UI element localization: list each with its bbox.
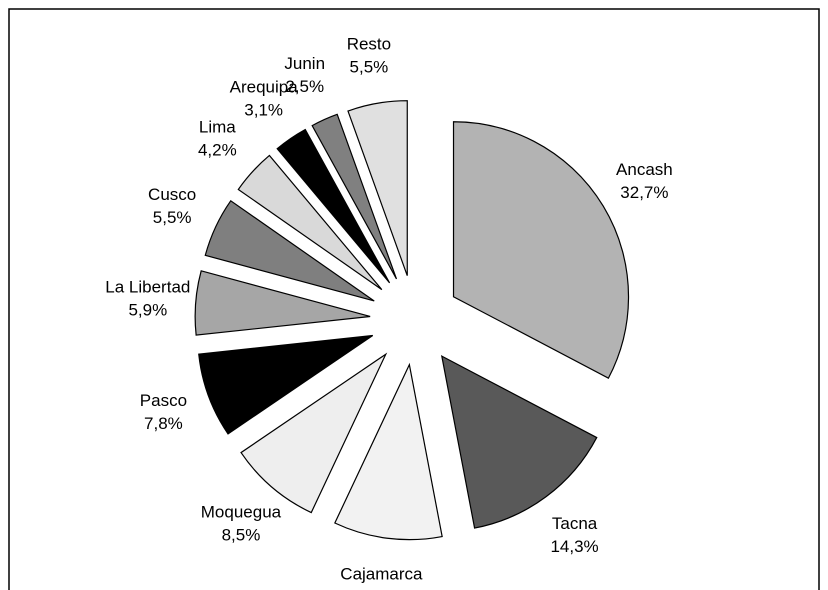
slice-label: Tacna [552, 514, 598, 533]
slice-label: Moquegua [201, 502, 282, 521]
pie-slice [311, 113, 398, 280]
slice-value-label: 5,9% [128, 300, 167, 319]
slice-value-label: 3,1% [244, 100, 283, 119]
slice-value-label: 32,7% [620, 183, 668, 202]
pie-slice [240, 352, 388, 514]
slice-label: Cusco [148, 185, 196, 204]
slice-value-label: 4,2% [198, 140, 237, 159]
slice-value-label: 5,5% [153, 208, 192, 227]
slice-label: Cajamarca [340, 564, 423, 583]
slice-label: Lima [199, 117, 236, 136]
pie-slice [198, 334, 374, 435]
slice-value-label: 8,5% [222, 525, 261, 544]
slice-label: Arequipa [230, 77, 299, 96]
pie-slice [237, 154, 383, 291]
slice-value-label: 7,8% [144, 414, 183, 433]
slice-label: Resto [347, 34, 391, 53]
slice-value-label: 14,3% [550, 537, 598, 556]
pie-slice [452, 121, 630, 379]
pie-slice [334, 362, 443, 541]
chart-frame [8, 8, 820, 590]
slice-label: Pasco [140, 391, 187, 410]
slice-label: Ancash [616, 160, 673, 179]
slice-label: Junin [284, 54, 325, 73]
slice-label: La Libertad [105, 277, 190, 296]
slice-value-label: 5,5% [350, 57, 389, 76]
pie-slice [276, 128, 391, 284]
pie-slice [440, 355, 598, 529]
pie-slice [194, 270, 371, 336]
pie-slice [347, 100, 408, 276]
slice-value-label: 2,5% [285, 77, 324, 96]
slice-value-label: 10,0% [357, 587, 405, 590]
pie-slice [204, 199, 375, 302]
